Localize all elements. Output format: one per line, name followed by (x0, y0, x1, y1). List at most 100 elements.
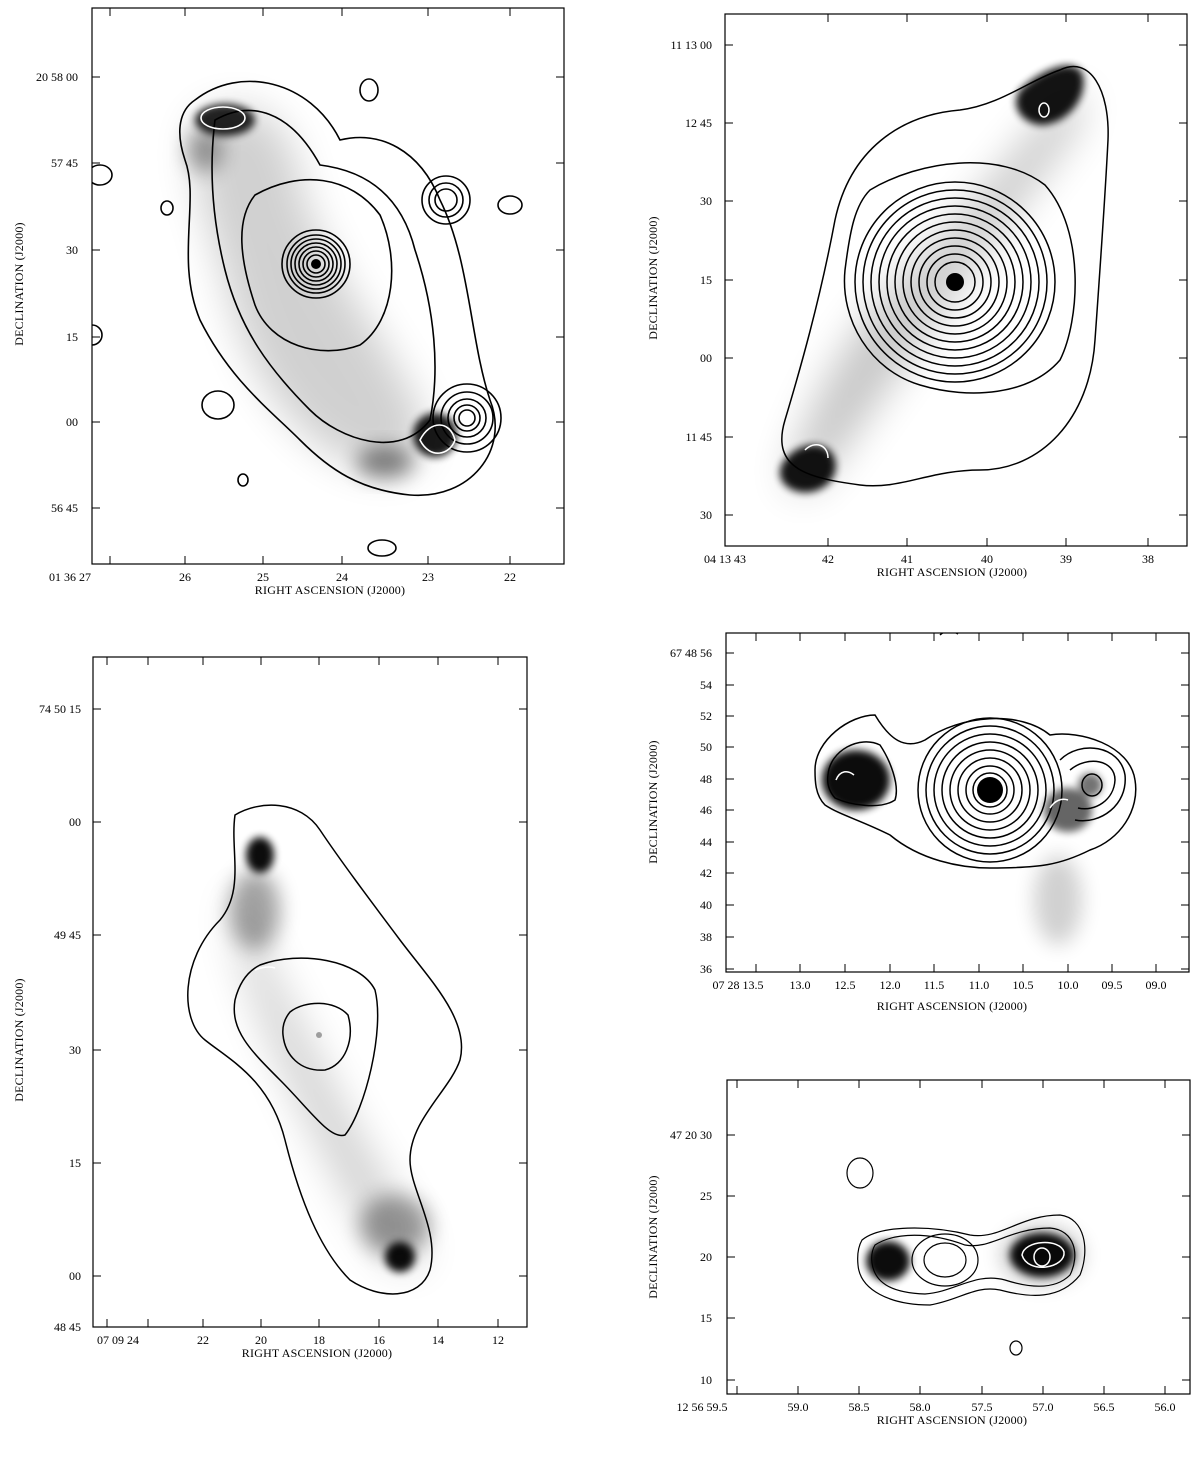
panel-4-ytick-3: 50 (700, 740, 712, 754)
panel-5-ylabel: DECLINATION (J2000) (646, 1175, 660, 1298)
panel-2-xtick-0: 04 13 43 (704, 552, 746, 566)
panel-4: 07 28 13.5 13.0 12.5 12.0 11.5 11.0 10.5… (646, 632, 1190, 1013)
panel-5-xtick-3: 58.0 (910, 1400, 931, 1414)
panel-2-ytick-3: 15 (700, 273, 712, 287)
panel-4-ytick-2: 52 (700, 709, 712, 723)
panel-3-ytick-4: 15 (69, 1156, 81, 1170)
panel-2: 04 13 43 42 41 40 39 38 11 13 00 12 45 3… (646, 13, 1188, 579)
panel-4-xtick-3: 12.0 (880, 978, 901, 992)
panel-4-ytick-9: 38 (700, 930, 712, 944)
panel-5-contours-white (1021, 1241, 1065, 1268)
panel-5-xtick-0: 12 56 59.5 (677, 1400, 728, 1414)
panel-3-xtick-2: 20 (255, 1333, 267, 1347)
panel-3-xtick-1: 22 (197, 1333, 209, 1347)
panel-1: 01 36 27 26 25 24 23 22 20 58 00 57 45 3… (12, 7, 565, 597)
panel-1-frame (91, 7, 565, 565)
panel-4-ytick-4: 48 (700, 772, 712, 786)
panel-3-xlabel: RIGHT ASCENSION (J2000) (242, 1346, 392, 1360)
panel-4-xtick-1: 13.0 (790, 978, 811, 992)
panel-3-ytick-0: 74 50 15 (39, 702, 81, 716)
panel-4-xtick-7: 10.0 (1058, 978, 1079, 992)
panel-2-ticks (725, 14, 1187, 546)
panel-1-ytick-2: 30 (66, 243, 78, 257)
panel-5-xtick-7: 56.0 (1155, 1400, 1176, 1414)
panel-4-contours-white (835, 770, 1069, 809)
panel-2-ytick-2: 30 (700, 194, 712, 208)
panel-1-ytick-5: 56 45 (51, 501, 78, 515)
panel-4-xtick-8: 09.5 (1102, 978, 1123, 992)
panel-5-ytick-4: 10 (700, 1373, 712, 1387)
panel-4-ytick-8: 40 (700, 898, 712, 912)
panel-4-xtick-6: 10.5 (1013, 978, 1034, 992)
panel-3-xtick-0: 07 09 24 (97, 1333, 139, 1347)
panel-3-ytick-5: 00 (69, 1269, 81, 1283)
panel-4-ytick-5: 46 (700, 803, 712, 817)
panel-1-ytick-1: 57 45 (51, 156, 78, 170)
panel-3-frame (92, 656, 528, 1328)
panel-1-ytick-4: 00 (66, 415, 78, 429)
panel-5-xtick-5: 57.0 (1033, 1400, 1054, 1414)
panel-5-ytick-0: 47 20 30 (670, 1128, 712, 1142)
panel-4-xtick-4: 11.5 (924, 978, 945, 992)
panel-1-contours (92, 78, 523, 557)
panel-5-xtick-6: 56.5 (1094, 1400, 1115, 1414)
panel-4-xtick-5: 11.0 (969, 978, 990, 992)
panel-4-ytick-6: 44 (700, 835, 712, 849)
panel-3-ticks (93, 657, 527, 1327)
panel-1-ytick-3: 15 (66, 330, 78, 344)
panel-2-ytick-4: 00 (700, 351, 712, 365)
panel-3-xtick-4: 16 (373, 1333, 385, 1347)
panel-4-xtick-9: 09.0 (1146, 978, 1167, 992)
panel-5-ytick-2: 20 (700, 1250, 712, 1264)
panel-5-xlabel: RIGHT ASCENSION (J2000) (877, 1413, 1027, 1427)
panel-3-ylabel: DECLINATION (J2000) (12, 978, 26, 1101)
panel-4-contours (814, 633, 1137, 869)
panel-1-xtick-0: 01 36 27 (49, 570, 91, 584)
panel-2-ytick-1: 12 45 (685, 116, 712, 130)
panel-1-ticks (92, 8, 564, 564)
panel-2-xtick-4: 39 (1060, 552, 1072, 566)
panel-3-ytick-2: 49 45 (54, 928, 81, 942)
panel-4-ticks (726, 633, 1189, 972)
panel-4-ytick-0: 67 48 56 (670, 646, 712, 660)
panel-5-ytick-3: 15 (700, 1311, 712, 1325)
panel-5-ytick-1: 25 (700, 1189, 712, 1203)
panel-2-greyscale (780, 65, 1084, 493)
panel-5-xtick-2: 58.5 (849, 1400, 870, 1414)
panel-3-greyscale (230, 837, 430, 1272)
panel-1-xlabel: RIGHT ASCENSION (J2000) (255, 583, 405, 597)
panel-3-xtick-5: 14 (432, 1333, 444, 1347)
panel-4-xlabel: RIGHT ASCENSION (J2000) (877, 999, 1027, 1013)
panel-2-ytick-0: 11 13 00 (670, 38, 712, 52)
panel-5-xtick-4: 57.5 (972, 1400, 993, 1414)
panel-1-greyscale (187, 104, 457, 478)
panel-3-ytick-6: 48 45 (54, 1320, 81, 1334)
panel-4-xtick-0: 07 28 13.5 (713, 978, 764, 992)
panel-5-ticks (727, 1080, 1190, 1394)
panel-2-ylabel: DECLINATION (J2000) (646, 216, 660, 339)
panel-1-contours-white (200, 106, 456, 454)
panel-2-xtick-1: 42 (822, 552, 834, 566)
panel-2-ytick-5: 11 45 (685, 430, 712, 444)
panel-4-greyscale (822, 750, 1102, 945)
panel-3-contours-white (254, 966, 276, 971)
panel-1-xtick-2: 25 (257, 570, 269, 584)
panel-5-xtick-1: 59.0 (788, 1400, 809, 1414)
panel-2-xlabel: RIGHT ASCENSION (J2000) (877, 565, 1027, 579)
panel-5-greyscale (866, 1227, 1082, 1283)
panel-2-xtick-5: 38 (1142, 552, 1154, 566)
panel-3: 07 09 24 22 20 18 16 14 12 74 50 15 00 4… (12, 656, 528, 1360)
panel-2-contours-white (804, 102, 1050, 459)
panel-5-contours (846, 1157, 1086, 1356)
panel-4-frame (725, 632, 1190, 973)
panel-4-ylabel: DECLINATION (J2000) (646, 740, 660, 863)
panel-2-contours (781, 65, 1109, 487)
panel-1-xtick-4: 23 (422, 570, 434, 584)
panel-4-xtick-2: 12.5 (835, 978, 856, 992)
panel-1-ylabel: DECLINATION (J2000) (12, 222, 26, 345)
panel-4-ytick-10: 36 (700, 962, 712, 976)
panel-5: 12 56 59.5 59.0 58.5 58.0 57.5 57.0 56.5… (646, 1079, 1191, 1427)
panel-1-xtick-1: 26 (179, 570, 191, 584)
panel-3-xtick-3: 18 (313, 1333, 325, 1347)
panel-1-ytick-0: 20 58 00 (36, 70, 78, 84)
